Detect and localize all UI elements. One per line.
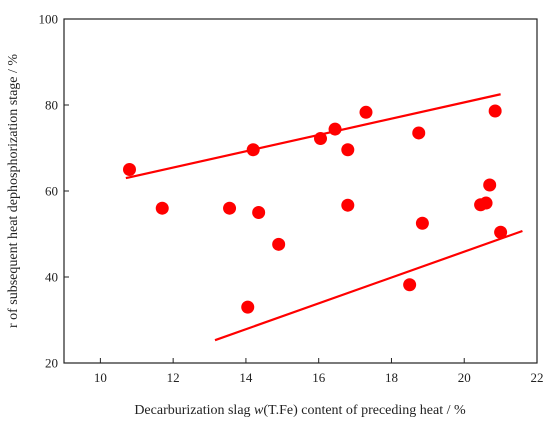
y-tick-label: 100: [39, 12, 59, 27]
data-point: [341, 143, 355, 157]
data-point: [494, 225, 508, 239]
data-point: [359, 105, 373, 119]
data-point: [122, 163, 136, 176]
x-axis-ticks: 10 12 14 16 18 20 22: [94, 358, 544, 385]
y-axis-title: r of subsequent heat dephosphorization s…: [6, 54, 21, 328]
trend-line: [214, 229, 523, 342]
x-tick-label: 20: [458, 370, 471, 385]
data-point: [483, 178, 497, 192]
y-tick-label: 40: [45, 270, 58, 285]
y-tick-label: 80: [45, 98, 58, 113]
y-axis-ticks: 20 40 60 80 100: [39, 12, 69, 371]
data-points: [122, 104, 508, 314]
data-point: [403, 278, 417, 292]
data-point: [155, 201, 169, 215]
x-tick-label: 10: [94, 370, 107, 385]
data-point: [488, 104, 502, 118]
data-point: [479, 196, 493, 210]
data-point: [241, 300, 255, 314]
x-tick-label: 14: [239, 370, 253, 385]
trend-line: [125, 93, 501, 180]
y-tick-label: 60: [45, 184, 58, 199]
x-tick-label: 18: [385, 370, 398, 385]
data-point: [328, 122, 342, 136]
y-tick-label: 20: [45, 356, 58, 371]
data-point: [314, 132, 328, 146]
data-point: [412, 126, 426, 140]
x-tick-label: 16: [312, 370, 326, 385]
x-tick-label: 12: [167, 370, 180, 385]
data-point: [341, 198, 355, 212]
data-point: [272, 237, 286, 251]
data-point: [415, 216, 429, 230]
trend-lines: [125, 93, 523, 342]
data-point: [223, 201, 237, 215]
data-point: [252, 206, 266, 219]
plot-frame: [63, 18, 538, 364]
x-tick-label: 22: [531, 370, 544, 385]
data-point: [246, 143, 260, 157]
x-axis-title: Decarburization slag w(T.Fe) content of …: [134, 403, 466, 418]
